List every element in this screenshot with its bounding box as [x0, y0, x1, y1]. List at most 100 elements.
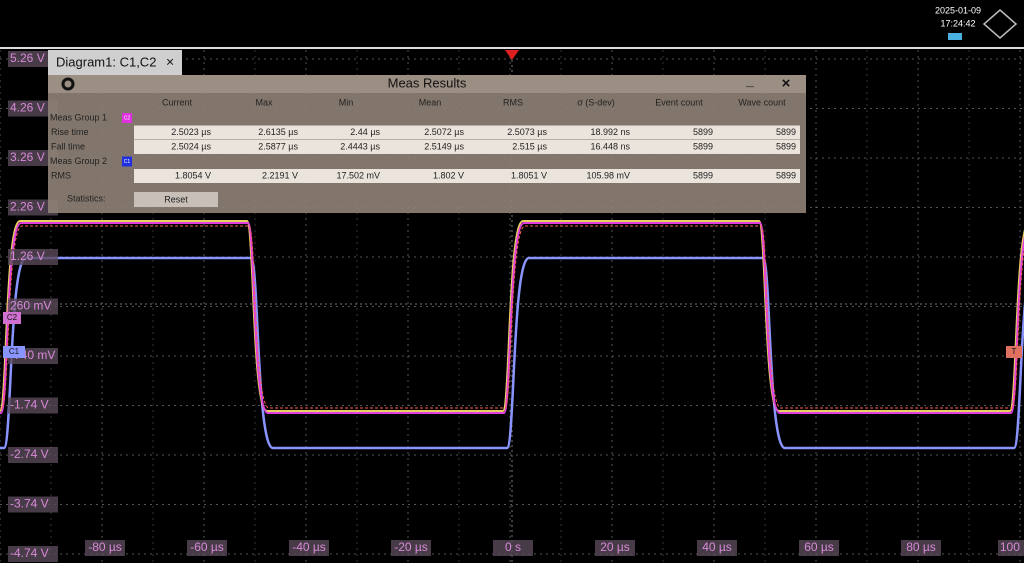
- cell: 2.4443 µs: [340, 141, 380, 151]
- trigger-marker-bg: [1006, 346, 1022, 358]
- x-label-bg: [998, 540, 1024, 556]
- cell: 16.448 ns: [590, 141, 630, 151]
- meas-panel: Diagram1: C1,C2 × Meas Results _ × Stati…: [48, 50, 806, 213]
- c1-marker: C1: [9, 347, 20, 356]
- y-label-bg: [8, 298, 58, 315]
- usb-icon: [948, 33, 962, 40]
- row-bg: [134, 125, 800, 140]
- x-label-bg: [697, 540, 737, 556]
- waveform-c1: [0, 256, 1024, 450]
- cell: 2.44 µs: [350, 127, 380, 137]
- cell: 2.5024 µs: [171, 141, 211, 151]
- cell: 2.5877 µs: [258, 141, 298, 151]
- time: 17:24:42: [940, 18, 975, 28]
- diagram-tab[interactable]: [48, 50, 182, 75]
- c2-marker: C2: [7, 313, 18, 322]
- cell: 5899: [693, 141, 713, 151]
- y-axis-label: 260 mV: [10, 299, 51, 313]
- waveform-trace: [0, 225, 1024, 409]
- cell: 2.515 µs: [512, 141, 547, 151]
- y-label-bg: [8, 546, 58, 562]
- x-label-bg: [187, 540, 227, 556]
- c1-marker-bg: [3, 346, 25, 358]
- x-label-bg: [493, 540, 533, 556]
- x-label-bg: [391, 540, 431, 556]
- waveform-ref: [0, 220, 1024, 412]
- y-axis-label: 4.26 V: [10, 101, 45, 115]
- x-axis-label: 20 µs: [600, 540, 630, 554]
- y-axis-label: 5.26 V: [10, 51, 45, 65]
- x-label-bg: [289, 540, 329, 556]
- x-axis-label: -20 µs: [394, 540, 428, 554]
- group-badge: [122, 113, 132, 123]
- group-badge-label: C2: [124, 115, 131, 121]
- x-axis-label: -40 µs: [292, 540, 326, 554]
- row-bg: [134, 140, 800, 154]
- y-axis-label: -2.74 V: [10, 447, 49, 461]
- x-label-bg: [901, 540, 941, 556]
- column-header: Current: [162, 97, 193, 107]
- x-label-bg: [85, 540, 125, 556]
- y-axis-label: -3.74 V: [10, 497, 49, 511]
- group-name: Meas Group 2: [50, 156, 107, 166]
- reset-label: Reset: [164, 194, 188, 204]
- cell: 2.5149 µs: [424, 141, 464, 151]
- x-axis-label: 60 µs: [804, 540, 834, 554]
- cell: 2.5072 µs: [424, 127, 464, 137]
- cell: 105.98 mV: [586, 170, 630, 180]
- reset-button[interactable]: [134, 192, 218, 207]
- cell: 2.2191 V: [262, 170, 298, 180]
- tab-close[interactable]: ×: [166, 54, 174, 70]
- waveforms: [0, 220, 1024, 450]
- statistics-label: Statistics:: [67, 193, 106, 203]
- x-label-bg: [799, 540, 839, 556]
- y-axis-label: -1.74 V: [10, 398, 49, 412]
- x-axis-label: -80 µs: [88, 540, 122, 554]
- cell: 5899: [776, 170, 796, 180]
- y-axis-label: 3.26 V: [10, 150, 45, 164]
- y-label-bg: [8, 447, 58, 463]
- cell: 1.802 V: [433, 170, 464, 180]
- column-header: Max: [255, 97, 273, 107]
- cell: 2.6135 µs: [258, 127, 298, 137]
- x-axis-label: 40 µs: [702, 540, 732, 554]
- y-axis-label: 2.26 V: [10, 200, 45, 214]
- cell: 5899: [776, 127, 796, 137]
- logo: [982, 9, 1018, 39]
- row-bg: [134, 169, 800, 183]
- row-label: RMS: [51, 170, 71, 180]
- cell: 2.5073 µs: [507, 127, 547, 137]
- column-header: Event count: [655, 97, 703, 107]
- column-header: Mean: [419, 97, 442, 107]
- c2-marker-bg: [3, 312, 21, 324]
- diagram-tab-title: Diagram1: C1,C2: [56, 54, 156, 69]
- panel-titlebar: [48, 75, 806, 93]
- y-label-bg: [8, 199, 58, 216]
- row-label: Fall time: [51, 141, 85, 151]
- x-axis-label: -60 µs: [190, 540, 224, 554]
- x-axis-label: 0 s: [505, 540, 521, 554]
- x-label-bg: [595, 540, 635, 556]
- y-label-bg: [8, 496, 58, 513]
- group-badge: [122, 156, 132, 167]
- y-label-bg: [8, 150, 58, 166]
- y-axis-label: 1.26 V: [10, 249, 45, 263]
- panel-close[interactable]: ×: [782, 75, 791, 92]
- y-label-bg: [8, 397, 58, 414]
- panel-title: Meas Results: [388, 75, 467, 90]
- group-name: Meas Group 1: [50, 112, 107, 122]
- cell: 2.5023 µs: [171, 127, 211, 137]
- cell: 17.502 mV: [336, 170, 380, 180]
- settings-icon[interactable]: [61, 77, 75, 91]
- y-label-bg: [8, 100, 58, 117]
- minimize[interactable]: _: [745, 73, 754, 89]
- x-axis-label: 100 µs: [1000, 540, 1024, 554]
- cell: 5899: [693, 127, 713, 137]
- column-header: σ (S-dev): [577, 97, 615, 107]
- y-label-bg: [8, 51, 58, 67]
- y-label-bg: [8, 249, 58, 265]
- group-badge-label: C1: [124, 159, 131, 165]
- trigger-marker: T: [1012, 347, 1017, 356]
